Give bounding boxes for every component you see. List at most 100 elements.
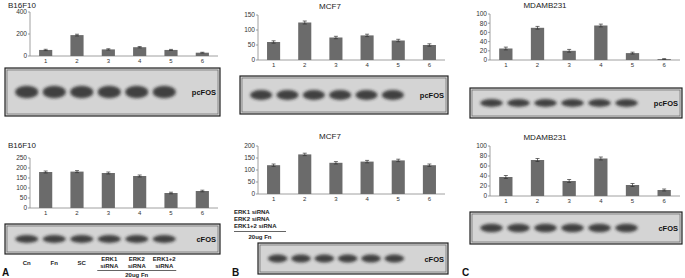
blot-band bbox=[588, 99, 611, 107]
x-tick-label: 4 bbox=[599, 62, 603, 68]
x-tick-label: 2 bbox=[536, 198, 540, 204]
lane-label-line: Fn bbox=[51, 260, 59, 266]
y-tick-label: 0 bbox=[23, 204, 27, 211]
y-tick-label: 40 bbox=[480, 172, 488, 179]
bar bbox=[164, 193, 177, 208]
y-tick bbox=[488, 186, 490, 187]
blot: cFOS bbox=[258, 243, 448, 274]
error-bar bbox=[427, 164, 431, 166]
blot-band bbox=[43, 86, 66, 98]
bar bbox=[39, 50, 52, 56]
figure: B16F100200400123456pcFOSB16F100501001502… bbox=[0, 0, 685, 278]
treatment-line bbox=[97, 270, 176, 271]
x-axis bbox=[258, 194, 445, 195]
y-tick-label: 0 bbox=[483, 56, 487, 63]
blot-band bbox=[480, 224, 503, 232]
x-tick-label: 1 bbox=[272, 196, 276, 202]
blot-label: cFOS bbox=[196, 235, 216, 244]
y-tick-label: 60 bbox=[480, 29, 488, 36]
blot-band bbox=[561, 224, 584, 232]
x-tick-label: 3 bbox=[107, 58, 111, 64]
error-bar bbox=[536, 26, 540, 29]
bar bbox=[196, 53, 209, 56]
chart-title: MDAMB231 bbox=[523, 133, 567, 142]
blot: cFOS bbox=[5, 224, 220, 254]
bar bbox=[392, 160, 405, 194]
y-tick bbox=[488, 146, 490, 147]
blot-label: pcFOS bbox=[654, 99, 678, 108]
error-bar bbox=[536, 159, 540, 162]
blot: pcFOS bbox=[470, 88, 682, 118]
panel-letter: B bbox=[232, 267, 239, 278]
x-tick-label: 5 bbox=[397, 62, 401, 68]
y-tick-label: 0 bbox=[251, 190, 255, 197]
blot-frame bbox=[470, 88, 682, 118]
y-tick bbox=[488, 166, 490, 167]
bar bbox=[329, 38, 342, 61]
y-tick bbox=[256, 60, 258, 61]
x-axis bbox=[30, 56, 218, 57]
bar bbox=[70, 172, 83, 208]
error-bar bbox=[272, 41, 276, 43]
x-axis bbox=[258, 60, 445, 61]
x-tick-label: 2 bbox=[303, 196, 307, 202]
blot-inner-frame bbox=[7, 70, 218, 114]
y-tick-label: 0 bbox=[23, 52, 27, 59]
y-tick bbox=[28, 56, 30, 57]
error-bar bbox=[106, 49, 110, 50]
lane-label-line: ERK1 bbox=[101, 256, 118, 262]
x-axis bbox=[490, 196, 680, 197]
y-tick-label: 200 bbox=[244, 142, 255, 149]
error-bar bbox=[334, 36, 338, 38]
error-bar bbox=[396, 39, 400, 41]
blot-band bbox=[382, 90, 404, 100]
chart-title: MCF7 bbox=[319, 132, 341, 141]
bar bbox=[196, 191, 209, 208]
y-tick-label: 80 bbox=[480, 152, 488, 159]
y-tick bbox=[256, 182, 258, 183]
bar bbox=[361, 35, 374, 60]
chart: MCF7050100150123456 bbox=[244, 2, 445, 68]
y-tick bbox=[256, 146, 258, 147]
x-tick-label: 1 bbox=[272, 62, 276, 68]
y-tick-label: 50 bbox=[248, 178, 256, 185]
y-tick bbox=[28, 198, 30, 199]
y-tick-label: 150 bbox=[244, 154, 255, 161]
x-tick-label: 2 bbox=[75, 58, 79, 64]
y-tick-label: 0 bbox=[483, 192, 487, 199]
error-bar bbox=[662, 58, 666, 60]
chart: B16F100200400123456 bbox=[8, 1, 218, 64]
error-bar bbox=[106, 172, 110, 174]
y-tick-label: 20 bbox=[480, 47, 488, 54]
y-tick-label: 100 bbox=[16, 184, 27, 191]
y-tick-label: 50 bbox=[20, 194, 28, 201]
y-tick-label: 20 bbox=[480, 182, 488, 189]
error-bar bbox=[396, 159, 400, 161]
y-tick-label: 60 bbox=[480, 162, 488, 169]
bars bbox=[499, 157, 671, 196]
bar bbox=[499, 177, 512, 196]
lane-label: ERK1 siRNA bbox=[234, 209, 270, 215]
bar bbox=[594, 26, 607, 61]
lane-label: SC bbox=[78, 260, 87, 266]
error-bar bbox=[75, 171, 79, 173]
error-bar bbox=[200, 190, 204, 192]
blot-inner-frame bbox=[242, 78, 446, 112]
lane-label: Fn bbox=[51, 260, 59, 266]
blot-band bbox=[480, 99, 503, 107]
blot-band bbox=[385, 254, 405, 262]
error-bar bbox=[599, 24, 603, 27]
y-tick-label: 400 bbox=[16, 8, 27, 15]
blot-band bbox=[361, 254, 381, 262]
bar bbox=[658, 190, 671, 196]
x-tick-label: 6 bbox=[428, 196, 432, 202]
blot-inner-frame bbox=[260, 245, 446, 272]
bar bbox=[267, 42, 280, 60]
y-tick bbox=[28, 208, 30, 209]
y-tick bbox=[488, 156, 490, 157]
x-tick-label: 5 bbox=[169, 210, 173, 216]
chart: MDAMB231020406080100123456 bbox=[476, 133, 680, 204]
blot-band bbox=[561, 99, 584, 107]
lane-label-line: Cn bbox=[23, 260, 31, 266]
y-tick bbox=[28, 178, 30, 179]
